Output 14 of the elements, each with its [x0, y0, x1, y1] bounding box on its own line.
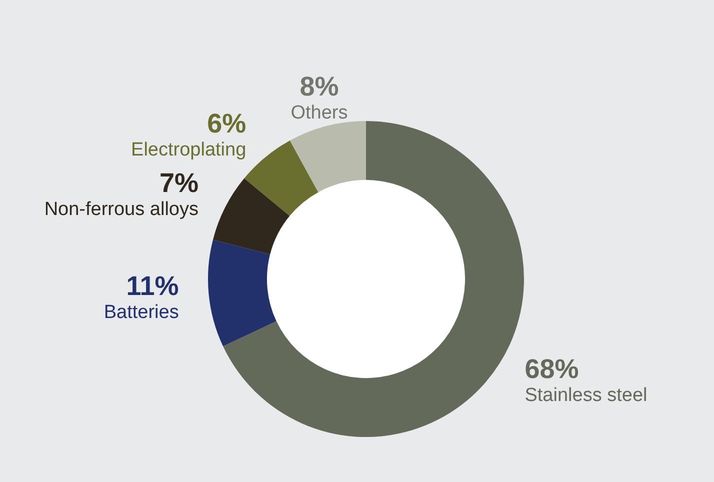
donut-slice [290, 121, 366, 192]
donut-slice [208, 240, 276, 346]
slice-label: Electroplating [131, 140, 246, 161]
donut-slice [244, 140, 318, 216]
slice-label: Others [290, 102, 348, 124]
donut-slice [212, 178, 290, 254]
slice-label: Non-ferrous alloys [44, 199, 198, 220]
slice-label: Stainless steel [524, 385, 648, 406]
data-label: 11% [126, 271, 179, 302]
slice-label: Batteries [104, 302, 179, 324]
data-label: 6% [207, 108, 246, 139]
data-label: 8% [300, 71, 339, 102]
data-label: 7% [159, 168, 198, 198]
data-label: 68% [524, 354, 579, 384]
